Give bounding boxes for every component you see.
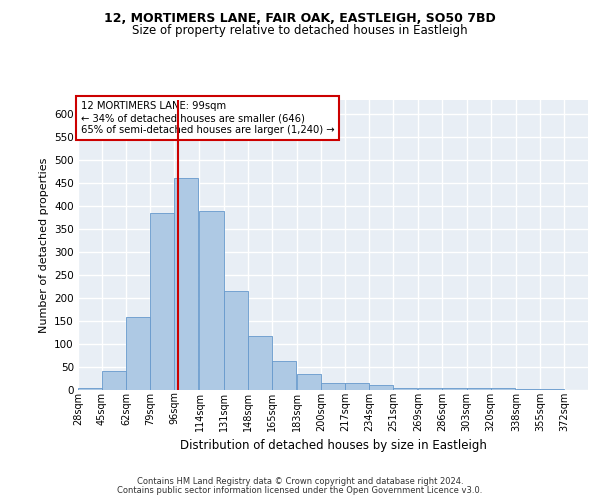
Bar (224, 291, 248, 390)
Text: Contains HM Land Registry data © Crown copyright and database right 2024.: Contains HM Land Registry data © Crown c… (137, 477, 463, 486)
Text: 12, MORTIMERS LANE, FAIR OAK, EASTLEIGH, SO50 7BD: 12, MORTIMERS LANE, FAIR OAK, EASTLEIGH,… (104, 12, 496, 26)
Text: Size of property relative to detached houses in Eastleigh: Size of property relative to detached ho… (132, 24, 468, 37)
Y-axis label: Number of detached properties: Number of detached properties (38, 158, 49, 332)
Bar (174, 178, 198, 390)
Bar (516, 389, 540, 390)
Bar (199, 212, 224, 390)
Bar (248, 336, 272, 390)
Bar (491, 388, 515, 390)
X-axis label: Distribution of detached houses by size in Eastleigh: Distribution of detached houses by size … (179, 439, 487, 452)
Bar (418, 388, 442, 390)
Bar (78, 388, 102, 390)
Bar (393, 388, 417, 390)
Bar (442, 388, 467, 390)
Bar (345, 383, 369, 390)
Bar (467, 388, 491, 390)
Text: 12 MORTIMERS LANE: 99sqm
← 34% of detached houses are smaller (646)
65% of semi-: 12 MORTIMERS LANE: 99sqm ← 34% of detach… (80, 102, 334, 134)
Bar (369, 386, 393, 390)
Bar (150, 213, 174, 390)
Bar (321, 383, 345, 390)
Text: Contains public sector information licensed under the Open Government Licence v3: Contains public sector information licen… (118, 486, 482, 495)
Bar (272, 362, 296, 390)
Bar (297, 374, 321, 390)
Bar (126, 318, 150, 390)
Bar (540, 389, 564, 390)
Bar (102, 370, 126, 390)
